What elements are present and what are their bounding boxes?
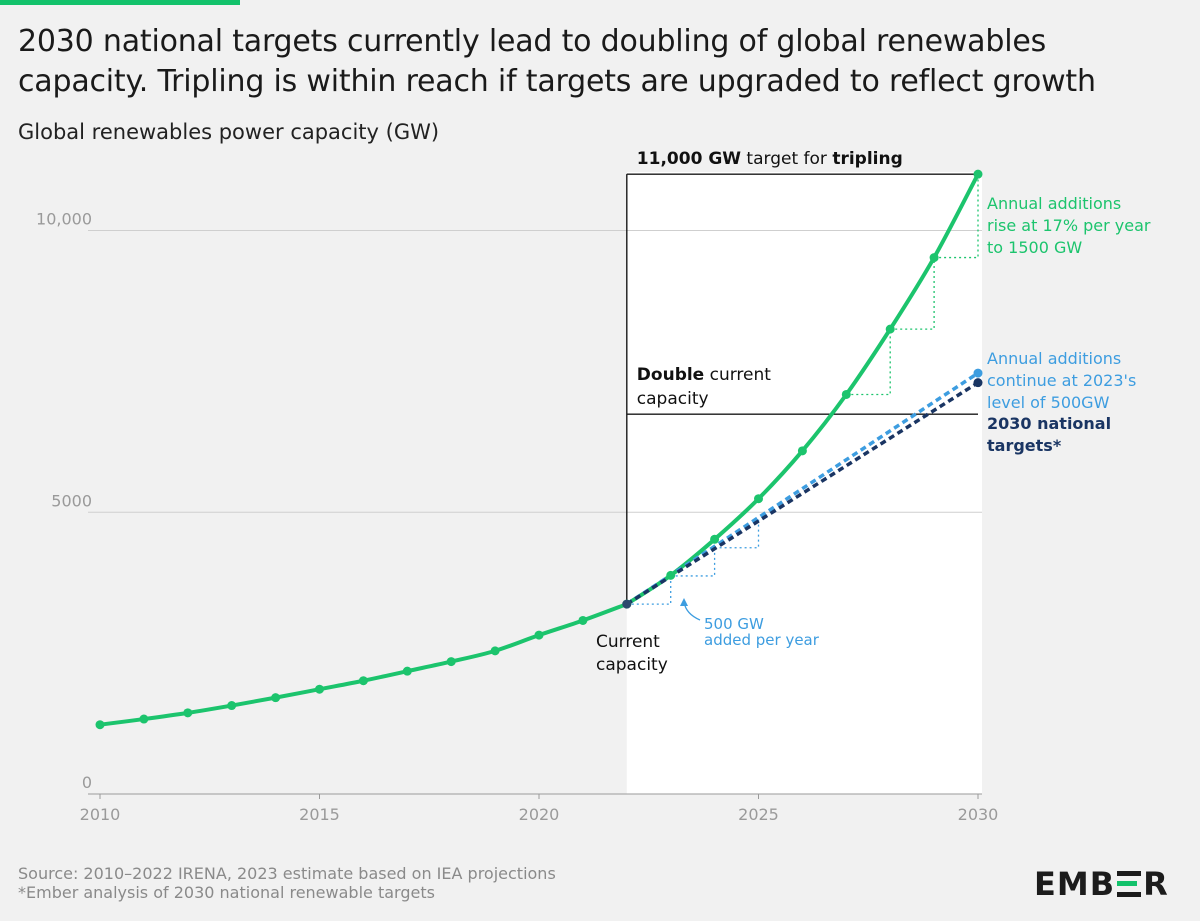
logo-text-right: R: [1143, 865, 1169, 903]
historical-point: [183, 708, 193, 718]
tripling-point: [929, 253, 939, 263]
annotation-navy-line-2: targets*: [987, 436, 1062, 455]
chart-title: 2030 national targets currently lead to …: [18, 22, 1188, 102]
annotation-green-line-1: Annual additions: [987, 194, 1121, 213]
annotation-blue-line-3: level of 500GW: [987, 393, 1110, 412]
historical-point: [139, 714, 149, 724]
x-tick-label: 2020: [519, 805, 560, 824]
annotation-blue-line-1: Annual additions: [987, 349, 1121, 368]
source-line-2: *Ember analysis of 2030 national renewab…: [18, 883, 435, 902]
x-tick-label: 2015: [299, 805, 340, 824]
national-targets-line: [625, 381, 979, 606]
tripling-point: [710, 534, 720, 544]
historical-point: [446, 657, 456, 667]
historical-point: [402, 666, 412, 676]
y-tick-label: 5000: [51, 491, 92, 510]
tripling-point: [841, 389, 851, 399]
annotation-blue-line-2: continue at 2023's: [987, 371, 1136, 390]
chart-subtitle: Global renewables power capacity (GW): [18, 120, 440, 144]
tripling-target-label: 11,000 GW target for tripling: [637, 149, 903, 169]
x-tick-label: 2030: [958, 805, 999, 824]
tripling-point: [885, 324, 895, 334]
current-capacity-label-line-2: capacity: [596, 655, 668, 675]
historical-capacity-line: [99, 602, 628, 727]
tripling-point: [666, 570, 676, 580]
tripling-point: [754, 494, 763, 504]
footer-source: Source: 2010–2022 IRENA, 2023 estimate b…: [18, 864, 556, 902]
x-tick-label: 2025: [738, 805, 779, 824]
historical-point: [95, 720, 105, 730]
historical-point: [227, 701, 237, 711]
added-per-year-arrowhead: [680, 598, 688, 606]
logo-text-left: EMB: [1034, 865, 1116, 903]
ember-logo: EMB R: [1034, 866, 1174, 902]
national-targets-endpoint: [973, 378, 983, 388]
historical-point: [534, 630, 544, 640]
historical-point: [271, 693, 281, 703]
historical-point: [490, 646, 500, 656]
added-per-year-label-line-2: added per year: [704, 631, 820, 649]
x-tick-label: 2010: [80, 805, 121, 824]
y-tick-label: 10,000: [36, 210, 92, 229]
added-per-year-label-line-1: 500 GW: [704, 615, 764, 633]
tripling-pathway-line: [625, 173, 980, 606]
annotation-green-line-3: to 1500 GW: [987, 238, 1082, 257]
annotation-navy-line-1: 2030 national: [987, 414, 1111, 433]
doubling-target-label-line-2: capacity: [637, 389, 709, 409]
green-step-guide: [890, 257, 935, 330]
current-capacity-label-line-1: Current: [596, 632, 660, 652]
logo-e-mark: [1117, 871, 1142, 897]
source-line-1: Source: 2010–2022 IRENA, 2023 estimate b…: [18, 864, 556, 883]
chart-title-line-1: 2030 national targets currently lead to …: [18, 24, 1047, 59]
current-capacity-point: [622, 599, 632, 609]
brand-accent-bar: [0, 0, 240, 5]
historical-point: [315, 684, 324, 694]
chart-title-line-2: capacity. Tripling is within reach if ta…: [18, 64, 1096, 99]
doubling-target-label-line-1: Double current: [637, 365, 771, 385]
annotation-green-line-2: rise at 17% per year: [987, 216, 1151, 235]
tripling-point: [797, 446, 807, 456]
y-tick-label: 0: [82, 773, 92, 792]
tripling-point: [973, 169, 983, 179]
historical-point: [578, 615, 588, 625]
continue-500gw-endpoint: [973, 368, 983, 378]
historical-point: [358, 676, 368, 686]
